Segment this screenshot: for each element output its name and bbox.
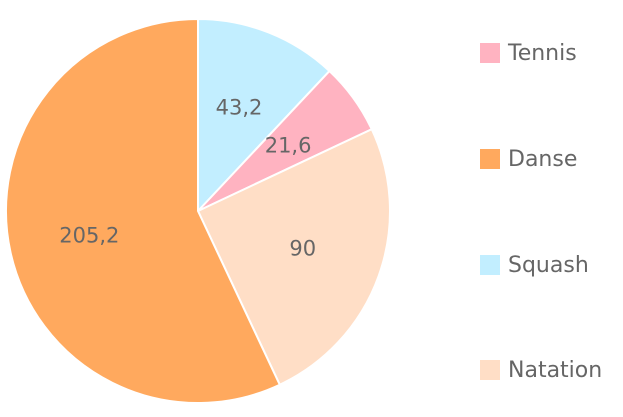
data-label-squash: 43,2 (216, 95, 263, 119)
legend-label-squash: Squash (508, 252, 589, 278)
legend-swatch-danse (480, 149, 500, 169)
legend-item-tennis: Tennis (480, 38, 577, 68)
legend: Tennis Danse Squash Natation (480, 0, 623, 417)
legend-item-danse: Danse (480, 144, 577, 174)
legend-swatch-tennis (480, 43, 500, 63)
legend-item-squash: Squash (480, 250, 589, 280)
legend-swatch-natation (480, 360, 500, 380)
data-label-natation: 90 (289, 237, 316, 261)
legend-label-danse: Danse (508, 146, 578, 172)
data-label-danse: 205,2 (59, 223, 119, 247)
legend-label-natation: Natation (508, 357, 603, 383)
pie-slice-natation (196, 127, 391, 387)
data-label-tennis: 21,6 (265, 134, 312, 158)
legend-swatch-squash (480, 255, 500, 275)
pie-slice-danse (5, 17, 282, 404)
legend-label-tennis: Tennis (508, 40, 577, 66)
legend-item-natation: Natation (480, 355, 602, 385)
pie-slice-squash (197, 17, 331, 214)
